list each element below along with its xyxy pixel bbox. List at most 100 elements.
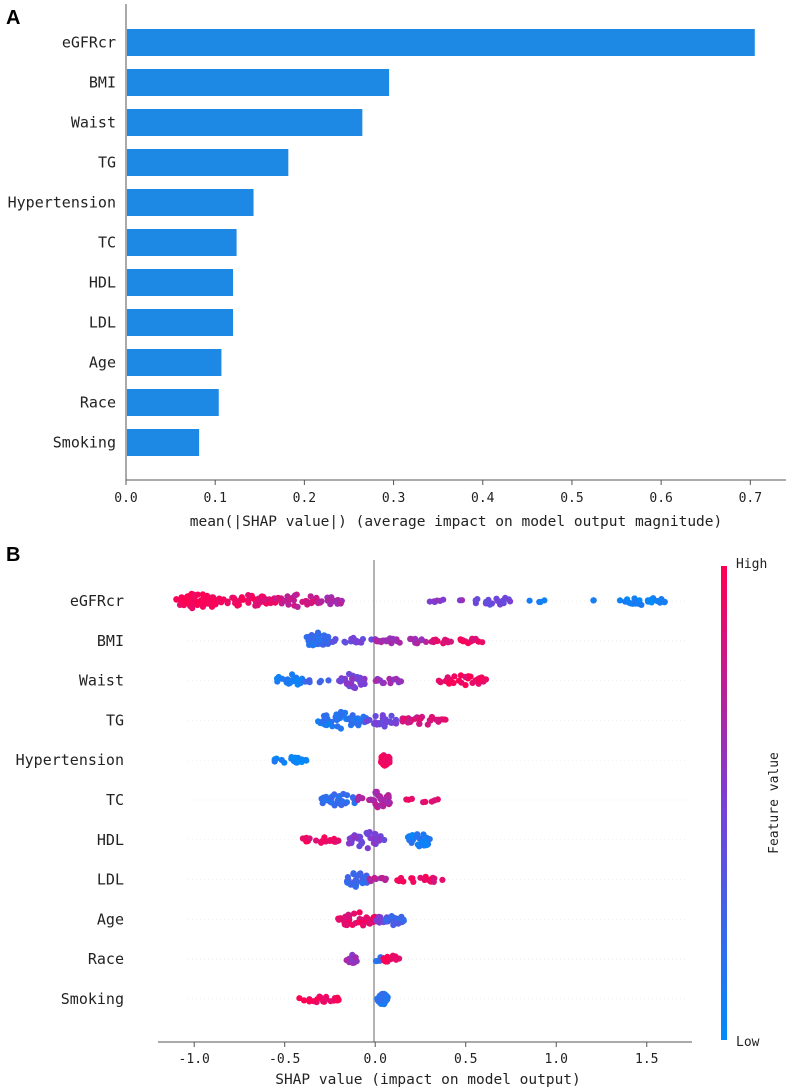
shap-point bbox=[299, 835, 306, 842]
shap-point bbox=[346, 835, 353, 842]
panel-a-tick-label: 0.4 bbox=[471, 491, 495, 506]
shap-point bbox=[494, 597, 501, 605]
panel-a-x-axis-title: mean(|SHAP value|) (average impact on mo… bbox=[190, 514, 723, 530]
shap-point bbox=[209, 595, 216, 603]
shap-point bbox=[372, 713, 379, 720]
panel-a-category-label: LDL bbox=[89, 314, 116, 332]
shap-point bbox=[178, 594, 185, 601]
shap-point bbox=[319, 718, 326, 725]
panel-a-bar-chart: eGFRcr BMI Waist TG Hypertension TC HDL LDL Age R… bbox=[8, 4, 786, 530]
shap-point bbox=[325, 677, 332, 684]
shap-point bbox=[363, 829, 370, 837]
shap-point bbox=[210, 601, 217, 608]
shap-point bbox=[408, 795, 415, 803]
panel-a-category-label: eGFRcr bbox=[62, 34, 116, 52]
shap-point bbox=[332, 636, 339, 643]
shap-point bbox=[377, 795, 384, 803]
bar-ldl bbox=[127, 309, 234, 336]
panel-a-category-label: Waist bbox=[71, 114, 116, 132]
shap-point bbox=[383, 719, 390, 726]
shap-point bbox=[299, 598, 306, 606]
shap-point bbox=[366, 919, 373, 927]
shap-point bbox=[313, 594, 320, 602]
shap-point bbox=[334, 723, 341, 730]
shap-point bbox=[378, 759, 385, 766]
panel-a-tick-label: 0.2 bbox=[293, 491, 316, 506]
shap-point bbox=[343, 921, 350, 929]
shap-point bbox=[359, 839, 366, 846]
shap-point bbox=[205, 600, 212, 607]
shap-point bbox=[400, 878, 407, 885]
shap-point bbox=[359, 880, 366, 887]
shap-point bbox=[296, 995, 303, 1002]
shap-point bbox=[336, 793, 343, 800]
shap-point bbox=[318, 795, 325, 802]
shap-point bbox=[470, 637, 477, 644]
shap-point bbox=[372, 719, 379, 726]
colorbar-high-label: High bbox=[736, 557, 767, 572]
panel-b-tick-label: 1.5 bbox=[635, 1052, 658, 1067]
shap-point bbox=[332, 838, 339, 845]
shap-point bbox=[384, 799, 391, 806]
shap-point bbox=[416, 720, 423, 728]
shap-point bbox=[386, 757, 393, 764]
shap-point bbox=[431, 797, 438, 804]
panel-a-tick-label: 0.7 bbox=[739, 491, 762, 506]
bar-bmi bbox=[127, 69, 390, 96]
shap-point bbox=[390, 922, 397, 929]
panel-b-category-label: Hypertension bbox=[16, 751, 124, 769]
shap-point bbox=[416, 843, 423, 850]
shap-point bbox=[397, 678, 405, 685]
shap-point bbox=[372, 831, 379, 838]
shap-point bbox=[398, 913, 405, 920]
panel-b-category-label: Smoking bbox=[61, 990, 124, 1008]
shap-point bbox=[364, 845, 371, 852]
shap-point bbox=[462, 673, 469, 681]
shap-point bbox=[288, 678, 295, 685]
shap-point bbox=[328, 794, 335, 802]
panel-b-tick-label: 1.0 bbox=[544, 1052, 567, 1067]
shap-point bbox=[316, 679, 323, 686]
shap-point bbox=[382, 876, 389, 884]
panel-b-tick-label: -1.0 bbox=[179, 1052, 210, 1067]
shap-point bbox=[444, 674, 451, 681]
bar-egfrcr bbox=[127, 29, 755, 56]
shap-point bbox=[632, 599, 639, 606]
shap-point bbox=[356, 909, 363, 916]
shap-point bbox=[366, 716, 373, 724]
shap-point bbox=[342, 913, 349, 920]
shap-point bbox=[323, 996, 330, 1003]
shap-point bbox=[372, 801, 379, 808]
shap-point bbox=[388, 913, 395, 920]
shap-point bbox=[363, 914, 370, 921]
panel-b-tick-label: -0.5 bbox=[269, 1052, 300, 1067]
shap-point bbox=[325, 720, 333, 727]
shap-point bbox=[291, 754, 298, 762]
shap-point bbox=[351, 834, 358, 841]
shap-point bbox=[388, 712, 395, 719]
shap-point bbox=[447, 638, 454, 645]
shap-point bbox=[335, 915, 342, 922]
shap-point bbox=[499, 597, 507, 604]
shap-point bbox=[384, 953, 391, 961]
shap-point bbox=[317, 637, 324, 644]
shap-point bbox=[373, 638, 380, 645]
panel-a-category-label: Smoking bbox=[53, 434, 116, 452]
shap-point bbox=[380, 679, 387, 687]
shap-point bbox=[304, 601, 311, 608]
panel-b-category-label: LDL bbox=[97, 871, 124, 889]
shap-point bbox=[323, 713, 330, 720]
shap-point bbox=[300, 997, 308, 1004]
shap-point bbox=[309, 635, 316, 642]
shap-point bbox=[407, 635, 414, 643]
panel-a-tick-label: 0.1 bbox=[203, 491, 226, 506]
shap-point bbox=[475, 638, 482, 645]
bar-tc bbox=[127, 229, 237, 256]
panel-a-tick-label: 0.3 bbox=[382, 491, 405, 506]
bar-hypertension bbox=[127, 189, 254, 216]
shap-point bbox=[383, 916, 390, 923]
panel-a-category-label: Hypertension bbox=[8, 194, 116, 212]
shap-point bbox=[446, 680, 453, 687]
shap-point bbox=[231, 595, 238, 602]
